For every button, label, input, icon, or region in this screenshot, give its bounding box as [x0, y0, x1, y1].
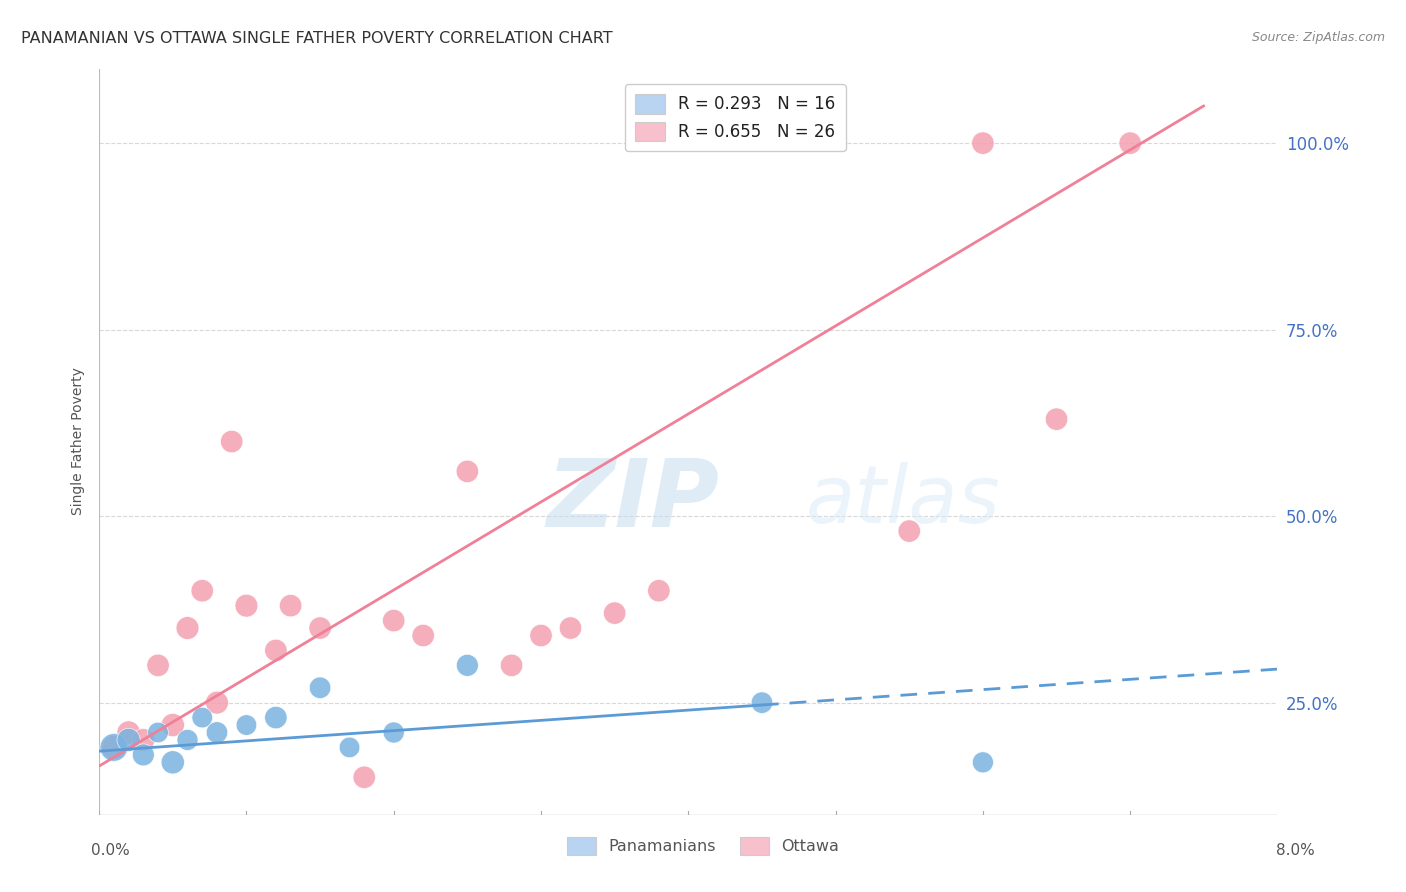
- Point: [146, 658, 169, 673]
- Point: [162, 718, 184, 732]
- Point: [176, 621, 198, 635]
- Point: [382, 725, 405, 739]
- Point: [162, 756, 184, 770]
- Point: [191, 583, 214, 598]
- Point: [412, 628, 434, 642]
- Point: [132, 747, 155, 762]
- Point: [339, 740, 361, 755]
- Point: [117, 733, 139, 747]
- Point: [176, 733, 198, 747]
- Point: [146, 725, 169, 739]
- Point: [560, 621, 582, 635]
- Point: [280, 599, 302, 613]
- Text: atlas: atlas: [806, 462, 1001, 541]
- Legend: Panamanians, Ottawa: Panamanians, Ottawa: [561, 830, 845, 862]
- Point: [132, 733, 155, 747]
- Text: 0.0%: 0.0%: [91, 843, 131, 858]
- Point: [309, 621, 332, 635]
- Point: [603, 606, 626, 620]
- Point: [205, 696, 228, 710]
- Point: [1119, 136, 1142, 150]
- Point: [309, 681, 332, 695]
- Point: [235, 718, 257, 732]
- Point: [648, 583, 671, 598]
- Point: [751, 696, 773, 710]
- Point: [972, 756, 994, 770]
- Y-axis label: Single Father Poverty: Single Father Poverty: [72, 368, 86, 516]
- Legend: R = 0.293   N = 16, R = 0.655   N = 26: R = 0.293 N = 16, R = 0.655 N = 26: [626, 85, 846, 151]
- Point: [382, 614, 405, 628]
- Point: [456, 658, 478, 673]
- Point: [530, 628, 553, 642]
- Point: [456, 464, 478, 478]
- Text: ZIP: ZIP: [547, 455, 720, 547]
- Point: [103, 740, 125, 755]
- Text: Source: ZipAtlas.com: Source: ZipAtlas.com: [1251, 31, 1385, 45]
- Point: [898, 524, 921, 538]
- Text: PANAMANIAN VS OTTAWA SINGLE FATHER POVERTY CORRELATION CHART: PANAMANIAN VS OTTAWA SINGLE FATHER POVER…: [21, 31, 613, 46]
- Point: [501, 658, 523, 673]
- Point: [353, 770, 375, 784]
- Point: [191, 710, 214, 724]
- Point: [1045, 412, 1067, 426]
- Point: [235, 599, 257, 613]
- Point: [205, 725, 228, 739]
- Point: [221, 434, 243, 449]
- Point: [264, 643, 287, 657]
- Point: [264, 710, 287, 724]
- Text: 8.0%: 8.0%: [1275, 843, 1315, 858]
- Point: [972, 136, 994, 150]
- Point: [103, 740, 125, 755]
- Point: [117, 725, 139, 739]
